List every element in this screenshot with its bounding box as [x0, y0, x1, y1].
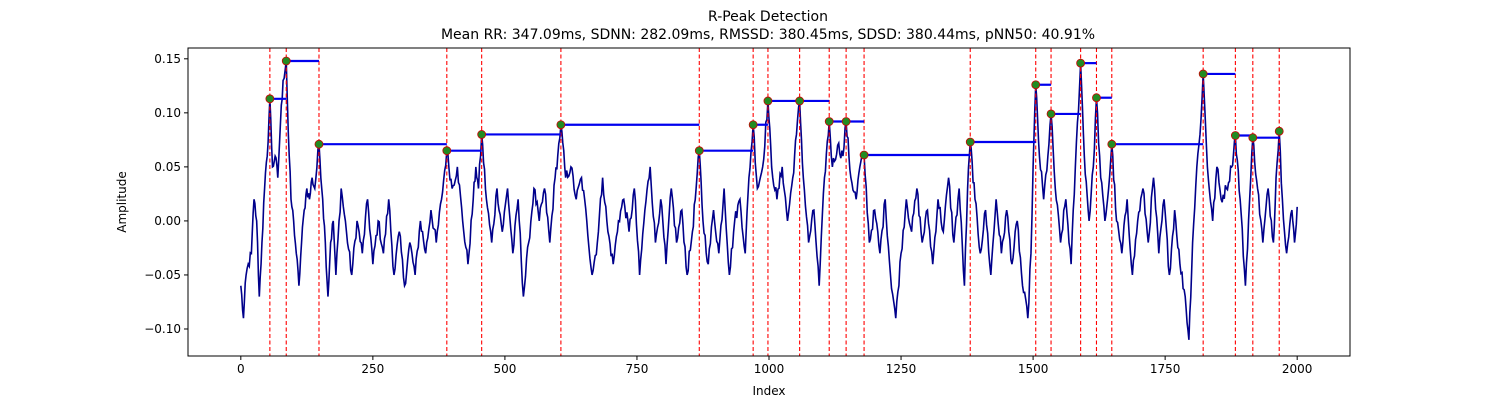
x-tick-label: 1750	[1150, 362, 1181, 376]
x-axis-label: Index	[752, 384, 785, 398]
peak-marker	[795, 96, 805, 106]
peak-marker	[1031, 80, 1041, 90]
chart-subtitle: Mean RR: 347.09ms, SDNN: 282.09ms, RMSSD…	[441, 27, 1095, 43]
y-tick-label: 0.15	[154, 52, 181, 66]
x-tick-label: 1000	[754, 362, 785, 376]
x-tick-label: 750	[626, 362, 649, 376]
peak-marker	[694, 146, 704, 156]
chart-title: R-Peak Detection	[708, 9, 828, 25]
axis-ticks: 0 250 500 750 1000 1250 1500 1750 2000 −0.10 −0.05…	[144, 52, 1312, 376]
peak-marker	[1046, 109, 1056, 119]
peak-marker	[1198, 69, 1208, 79]
peak-marker	[281, 56, 291, 66]
x-tick-label: 1250	[886, 362, 917, 376]
peak-marker	[748, 120, 758, 130]
x-tick-label: 0	[237, 362, 245, 376]
plot-area	[240, 48, 1298, 356]
x-tick-label: 500	[493, 362, 516, 376]
y-tick-label: −0.10	[144, 322, 181, 336]
peak-marker	[1230, 131, 1240, 140]
y-tick-label: −0.05	[144, 268, 181, 282]
peak-marker	[763, 96, 773, 106]
y-axis-label: Amplitude	[115, 171, 129, 233]
y-tick-label: 0.00	[154, 214, 181, 228]
peak-marker	[1107, 139, 1117, 149]
peak-marker	[265, 94, 275, 104]
y-tick-label: 0.10	[154, 106, 181, 120]
peak-marker	[477, 130, 487, 139]
x-tick-label: 1500	[1018, 362, 1049, 376]
x-tick-label: 2000	[1282, 362, 1313, 376]
peak-marker	[824, 117, 834, 126]
peak-marker	[1274, 126, 1284, 136]
peak-marker	[841, 117, 851, 126]
ecg-signal-line	[240, 60, 1298, 340]
y-tick-label: 0.05	[154, 160, 181, 174]
peak-marker	[1248, 133, 1258, 143]
peak-marker	[314, 139, 324, 149]
peak-marker	[859, 150, 869, 160]
peak-marker	[1092, 93, 1101, 103]
peak-marker	[1076, 58, 1086, 68]
axes-frame	[187, 47, 1351, 357]
x-tick-label: 250	[361, 362, 384, 376]
peak-marker	[556, 120, 566, 130]
peak-marker	[965, 137, 975, 147]
peak-marker	[442, 146, 452, 156]
